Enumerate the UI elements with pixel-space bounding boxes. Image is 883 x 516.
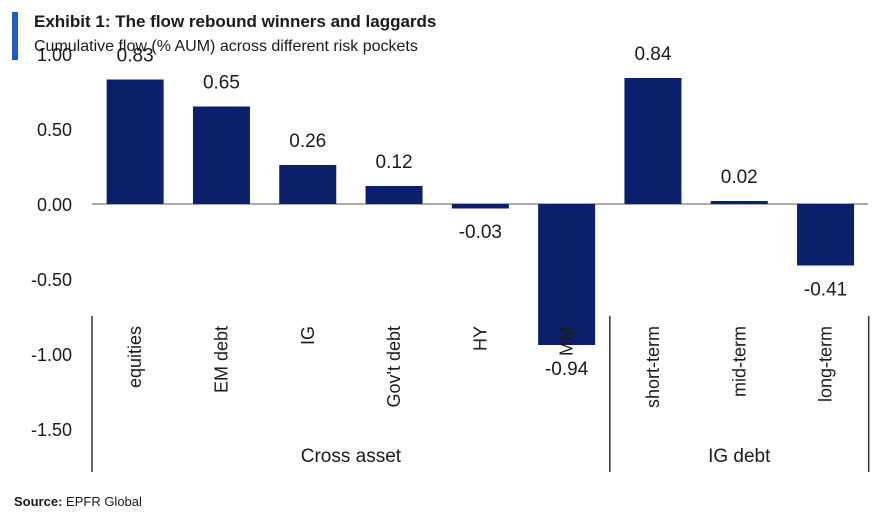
bar: [538, 204, 596, 345]
data-label: 0.84: [634, 44, 671, 65]
data-label: 0.02: [721, 167, 758, 188]
data-label: 0.26: [289, 131, 326, 152]
y-tick-label: 0.00: [37, 195, 72, 215]
category-label: IG: [298, 326, 318, 345]
data-label: -0.41: [804, 280, 847, 301]
y-tick-label: 1.00: [37, 45, 72, 65]
source-text: EPFR Global: [66, 494, 142, 509]
chart-subtitle: Cumulative flow (% AUM) across different…: [34, 38, 418, 55]
category-label: EM debt: [211, 326, 231, 393]
y-tick-label: -1.50: [31, 420, 72, 440]
group-label: Cross asset: [301, 446, 402, 467]
bar: [365, 186, 423, 204]
y-tick-label: 0.50: [37, 120, 72, 140]
bar: [106, 79, 164, 204]
group-label: IG debt: [708, 446, 771, 467]
bar: [624, 78, 682, 204]
bar: [710, 201, 768, 204]
category-label: short-term: [643, 326, 663, 408]
data-label: -0.03: [459, 222, 502, 243]
bar: [279, 165, 337, 204]
chart-title: Exhibit 1: The flow rebound winners and …: [34, 12, 437, 31]
y-tick-label: -0.50: [31, 270, 72, 290]
bar-chart: 1.501.000.500.00-0.50-1.00-1.500.83equit…: [31, 44, 870, 472]
data-label: 0.12: [376, 152, 413, 173]
category-label: long-term: [816, 326, 836, 402]
category-label: MM: [557, 326, 577, 356]
source-note: Source: EPFR Global: [14, 494, 142, 509]
category-label: equities: [125, 326, 145, 388]
title-accent-bar: [12, 12, 18, 60]
category-label: HY: [470, 326, 490, 351]
category-label: mid-term: [729, 326, 749, 397]
category-label: Gov't debt: [384, 326, 404, 407]
y-tick-label: -1.00: [31, 345, 72, 365]
data-label: -0.94: [545, 359, 589, 380]
data-label: 0.65: [203, 73, 240, 94]
data-label: 0.83: [117, 46, 154, 67]
bar: [451, 204, 509, 209]
bar: [797, 204, 855, 266]
bar: [192, 106, 250, 204]
source-label: Source:: [14, 494, 63, 509]
